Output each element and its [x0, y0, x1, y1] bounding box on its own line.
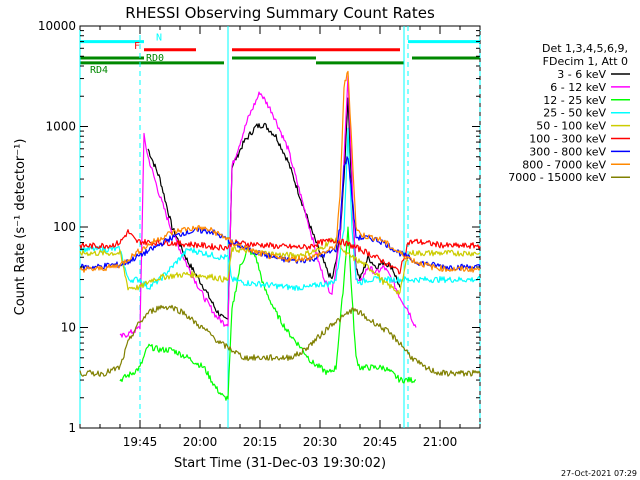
series-group	[79, 70, 481, 401]
x-tick-label: 20:15	[243, 435, 278, 449]
legend-label-3: 12 - 25 keV	[543, 94, 606, 107]
y-axis: 1 10 100 1000 10000	[38, 19, 480, 435]
series-line-6	[79, 229, 481, 275]
timestamp: 27-Oct-2021 07:29	[561, 469, 637, 478]
legend-label-2: 6 - 12 keV	[550, 81, 606, 94]
x-tick-label: 20:45	[363, 435, 398, 449]
y-tick-label: 10000	[38, 19, 76, 33]
flag-bars: N F RD0 RD4	[80, 33, 480, 76]
x-axis: 19:45 20:00 20:15 20:30 20:45 21:00	[79, 26, 481, 449]
x-axis-label: Start Time (31-Dec-03 19:30:02)	[174, 456, 386, 471]
x-tick-label: 19:45	[123, 435, 158, 449]
y-axis-label: Count Rate (s⁻¹ detector⁻¹)	[13, 139, 28, 316]
y-tick-label: 100	[53, 220, 76, 234]
series-line-9	[79, 304, 481, 377]
legend: Det 1,3,4,5,6,9,FDecim 1, Att 03 - 6 keV…	[508, 42, 630, 184]
chart-title: RHESSI Observing Summary Count Rates	[125, 4, 435, 22]
y-tick-label: 1	[68, 421, 76, 435]
attenuator-lines	[79, 26, 481, 428]
y-tick-label: 10	[61, 321, 76, 335]
legend-label-9: 7000 - 15000 keV	[508, 171, 606, 184]
series-line-1	[147, 97, 401, 320]
series-line-4	[79, 127, 481, 291]
series-line-5	[79, 237, 481, 295]
y-tick-label: 1000	[45, 120, 76, 134]
flag-label-rd0: RD0	[146, 53, 164, 64]
legend-header-line: Det 1,3,4,5,6,9,	[542, 42, 628, 55]
x-tick-label: 21:00	[423, 435, 458, 449]
legend-header-line: FDecim 1, Att 0	[543, 55, 628, 68]
legend-label-4: 25 - 50 keV	[543, 107, 606, 120]
flag-label-f: F	[134, 41, 140, 52]
x-tick-label: 20:00	[183, 435, 218, 449]
legend-label-1: 3 - 6 keV	[557, 68, 606, 81]
x-tick-label: 20:30	[303, 435, 338, 449]
legend-label-8: 800 - 7000 keV	[522, 158, 606, 171]
series-line-8	[79, 70, 481, 273]
series-line-2	[119, 75, 417, 338]
series-line-3	[119, 226, 416, 401]
legend-label-6: 100 - 300 keV	[529, 133, 606, 146]
legend-label-5: 50 - 100 keV	[536, 120, 606, 133]
legend-label-7: 300 - 800 keV	[529, 145, 606, 158]
flag-label-rd4: RD4	[90, 65, 108, 76]
flag-label-n: N	[156, 33, 162, 44]
